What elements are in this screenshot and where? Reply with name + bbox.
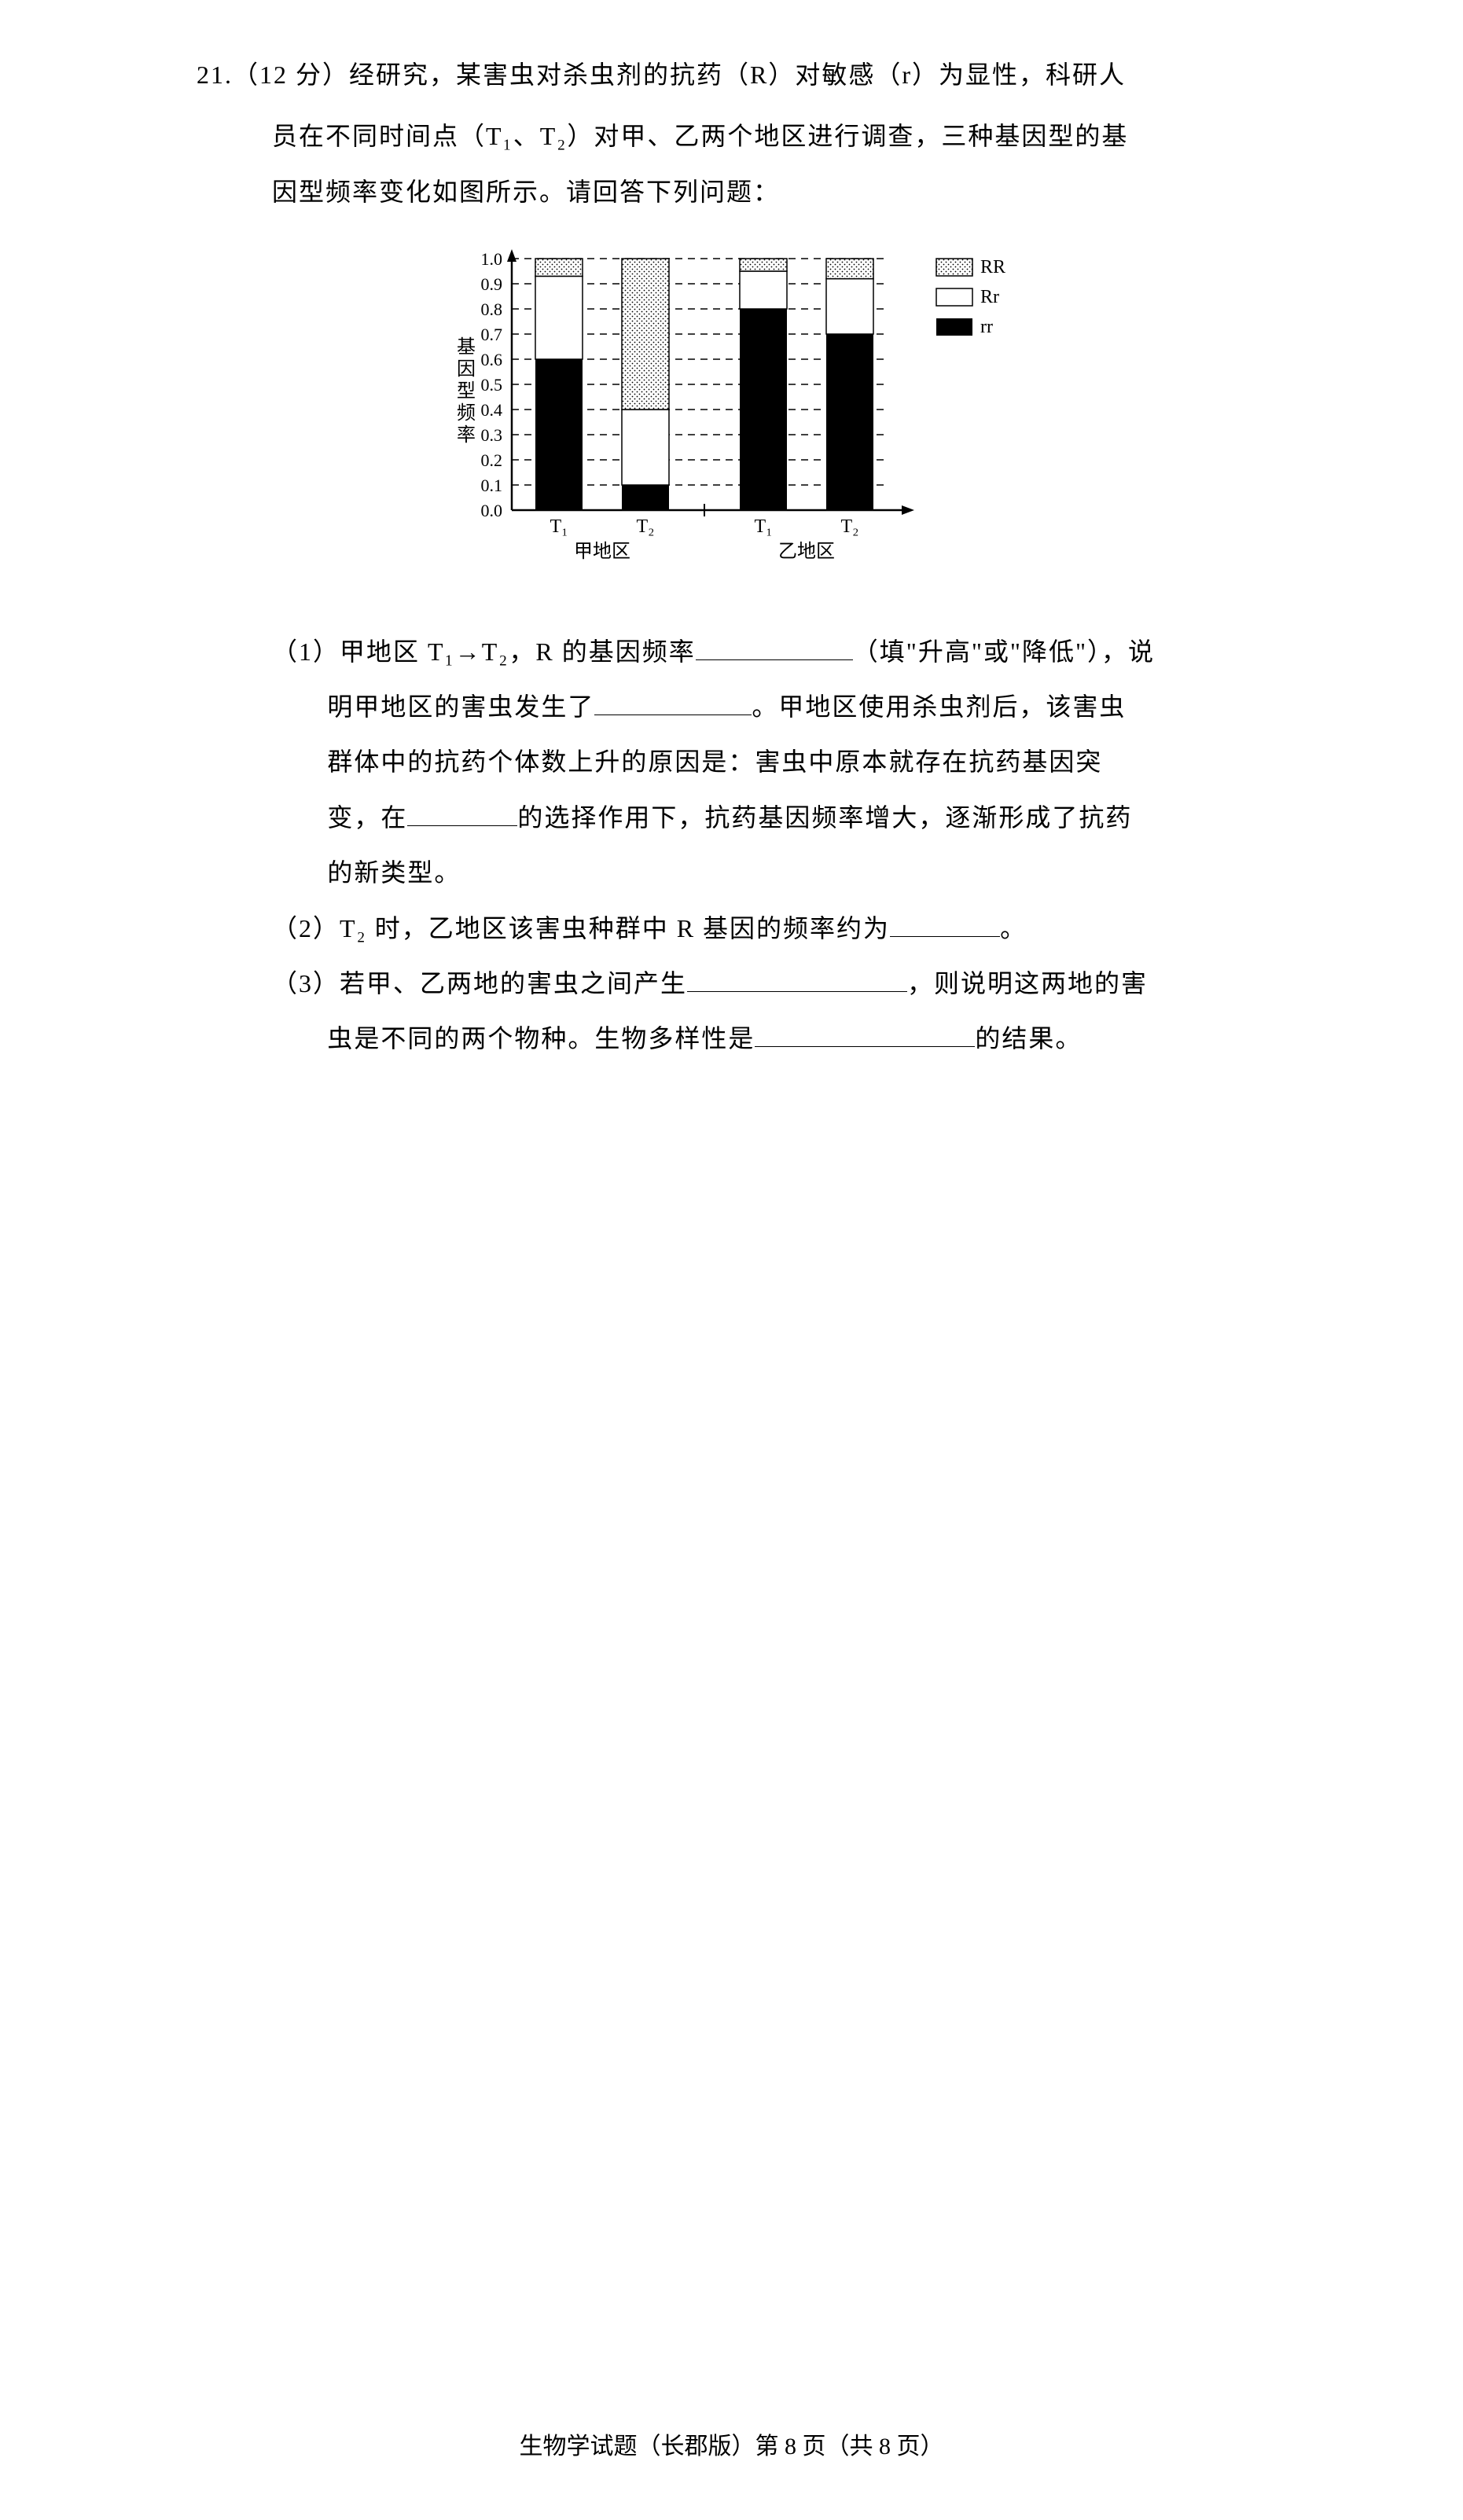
sub2-suffix: 。 (1000, 914, 1027, 942)
ytick-7: 0.7 (480, 325, 502, 344)
xlabel-2: T₁ (754, 516, 772, 537)
ytick-0: 0.0 (480, 501, 502, 520)
ytick-10: 1.0 (480, 249, 502, 269)
sub1-hint: （填"升高"或"降低"），说 (853, 637, 1155, 666)
legend-rr-upper: RR (980, 257, 1005, 277)
question-number: 21. (197, 61, 233, 89)
bar-jia-t2 (622, 259, 669, 510)
y-axis-label: 基 因 型 频 率 (457, 336, 480, 446)
question-intro-line1: 21.（12 分）经研究，某害虫对杀虫剂的抗药（R）对敏感（r）为显性，科研人 (197, 47, 1266, 102)
xlabel-3: T₂ (840, 516, 858, 537)
blank-5[interactable] (687, 967, 907, 992)
legend-rr-lower: rr (980, 317, 993, 337)
sub3-line2a: 虫是不同的两个物种。生物多样性是 (327, 1024, 755, 1052)
blank-4[interactable] (890, 912, 1000, 937)
ytick-3: 0.3 (480, 425, 502, 445)
sub-question-1-line2: 明甲地区的害虫发生了 。甲地区使用杀虫剂后，该害虫 (252, 679, 1266, 734)
blank-3[interactable] (407, 801, 517, 826)
question-block: 21.（12 分）经研究，某害虫对杀虫剂的抗药（R）对敏感（r）为显性，科研人 … (197, 47, 1266, 1067)
ytick-9: 0.9 (480, 274, 502, 294)
sub-question-3-line1: （3）若甲、乙两地的害虫之间产生 ，则说明这两地的害 (252, 956, 1266, 1011)
sub-question-3-line2: 虫是不同的两个物种。生物多样性是 的结果。 (252, 1011, 1266, 1066)
ytick-5: 0.5 (480, 375, 502, 395)
blank-6[interactable] (755, 1022, 975, 1047)
sub-question-1-line4: 变，在 的选择作用下，抗药基因频率增大，逐渐形成了抗药 (252, 790, 1266, 845)
sub1-line4b: 的选择作用下，抗药基因频率增大，逐渐形成了抗药 (517, 803, 1132, 832)
sub3-line2b: 的结果。 (975, 1024, 1082, 1052)
sub3-prefix: （3）若甲、乙两地的害虫之间产生 (272, 969, 687, 997)
question-points: （12 分） (233, 61, 349, 89)
page-footer: 生物学试题（长郡版）第 8 页（共 8 页） (0, 2421, 1463, 2473)
x-labels: T₁ T₂ T₁ T₂ 甲地区 乙地区 (550, 516, 858, 562)
legend-rr-hetero: Rr (980, 287, 999, 307)
xlabel-0: T₁ (550, 516, 568, 537)
sub1-line2a: 明甲地区的害虫发生了 (327, 692, 594, 721)
question-intro-line2: 员在不同时间点（T₁、T₂）对甲、乙两个地区进行调查，三种基因型的基 (197, 108, 1266, 163)
ytick-2: 0.2 (480, 450, 502, 470)
sub-question-1-line1: （1）甲地区 T₁→T₂，R 的基因频率 （填"升高"或"降低"），说 (252, 624, 1266, 679)
ytick-6: 0.6 (480, 350, 502, 369)
sub-question-1-line5: 的新类型。 (252, 845, 1266, 900)
blank-2[interactable] (594, 690, 752, 715)
ytick-4: 0.4 (480, 400, 502, 420)
sub3-mid: ，则说明这两地的害 (907, 969, 1148, 997)
intro-text-1: 经研究，某害虫对杀虫剂的抗药（R）对敏感（r）为显性，科研人 (349, 61, 1126, 89)
sub-question-2: （2）T₂ 时，乙地区该害虫种群中 R 基因的频率约为 。 (252, 901, 1266, 956)
sub1-line4a: 变，在 (327, 803, 407, 832)
genotype-frequency-chart: 0.0 0.1 0.2 0.3 0.4 0.5 0.6 0.7 0.8 0.9 (197, 235, 1266, 600)
bar-jia-t1 (535, 259, 583, 510)
sub1-prefix: （1）甲地区 T₁→T₂，R 的基因频率 (272, 637, 696, 666)
sub-question-1-line3: 群体中的抗药个体数上升的原因是：害虫中原本就存在抗药基因突 (252, 734, 1266, 789)
xlabel-1: T₂ (636, 516, 654, 537)
ytick-8: 0.8 (480, 299, 502, 319)
sub2-prefix: （2）T₂ 时，乙地区该害虫种群中 R 基因的频率约为 (272, 914, 890, 942)
ytick-1: 0.1 (480, 476, 502, 495)
chart-svg: 0.0 0.1 0.2 0.3 0.4 0.5 0.6 0.7 0.8 0.9 (386, 235, 1078, 581)
group-jia: 甲地区 (574, 541, 630, 562)
group-yi: 乙地区 (778, 541, 835, 562)
chart-legend: RR Rr rr (936, 257, 1005, 337)
sub1-line2b: 。甲地区使用杀虫剂后，该害虫 (752, 692, 1126, 721)
bar-yi-t2 (826, 259, 873, 510)
question-intro-line3: 因型频率变化如图所示。请回答下列问题： (197, 164, 1266, 219)
bar-yi-t1 (740, 259, 787, 510)
blank-1[interactable] (696, 635, 853, 660)
